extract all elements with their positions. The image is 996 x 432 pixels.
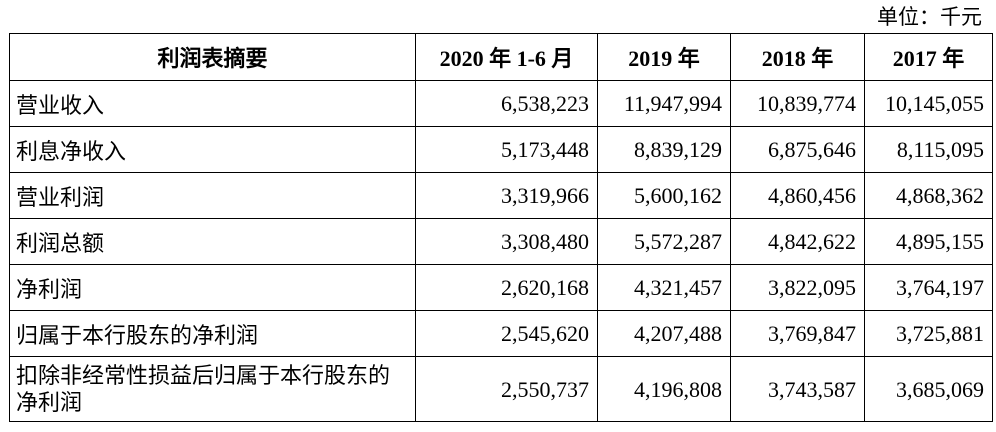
cell-value: 6,875,646	[730, 126, 865, 173]
table-row: 净利润 2,620,168 4,321,457 3,822,095 3,764,…	[9, 264, 993, 311]
cell-value: 4,207,488	[597, 310, 731, 357]
cell-value: 3,764,197	[864, 264, 993, 311]
cell-value: 8,115,095	[864, 126, 993, 173]
cell-value: 4,868,362	[864, 172, 993, 219]
row-label: 营业利润	[9, 172, 416, 219]
header-year-2017: 2017 年	[864, 33, 993, 81]
row-label: 净利润	[9, 264, 416, 311]
cell-value: 2,550,737	[415, 356, 598, 422]
header-year-2018: 2018 年	[730, 33, 865, 81]
cell-value: 2,545,620	[415, 310, 598, 357]
cell-value: 3,685,069	[864, 356, 993, 422]
table-row: 营业利润 3,319,966 5,600,162 4,860,456 4,868…	[9, 172, 993, 219]
cell-value: 11,947,994	[597, 80, 731, 127]
cell-value: 2,620,168	[415, 264, 598, 311]
cell-value: 10,145,055	[864, 80, 993, 127]
table-row: 扣除非经常性损益后归属于本行股东的净利润 2,550,737 4,196,808…	[9, 356, 993, 422]
cell-value: 4,895,155	[864, 218, 993, 265]
cell-value: 8,839,129	[597, 126, 731, 173]
cell-value: 3,319,966	[415, 172, 598, 219]
row-label: 利润总额	[9, 218, 416, 265]
header-year-2019: 2019 年	[597, 33, 731, 81]
cell-value: 4,860,456	[730, 172, 865, 219]
row-label: 利息净收入	[9, 126, 416, 173]
row-label: 归属于本行股东的净利润	[9, 310, 416, 357]
table-row: 归属于本行股东的净利润 2,545,620 4,207,488 3,769,84…	[9, 310, 993, 357]
cell-value: 10,839,774	[730, 80, 865, 127]
cell-value: 5,173,448	[415, 126, 598, 173]
unit-label: 单位：千元	[877, 5, 982, 29]
cell-value: 6,538,223	[415, 80, 598, 127]
table-row: 营业收入 6,538,223 11,947,994 10,839,774 10,…	[9, 80, 993, 127]
cell-value: 3,308,480	[415, 218, 598, 265]
table-row: 利润总额 3,308,480 5,572,287 4,842,622 4,895…	[9, 218, 993, 265]
cell-value: 5,572,287	[597, 218, 731, 265]
cell-value: 3,769,847	[730, 310, 865, 357]
cell-value: 4,196,808	[597, 356, 731, 422]
cell-value: 4,321,457	[597, 264, 731, 311]
table-header-row: 利润表摘要 2020 年 1-6 月 2019 年 2018 年 2017 年	[9, 33, 993, 81]
table-row: 利息净收入 5,173,448 8,839,129 6,875,646 8,11…	[9, 126, 993, 173]
cell-value: 5,600,162	[597, 172, 731, 219]
header-period-2020h1: 2020 年 1-6 月	[415, 33, 598, 81]
cell-value: 4,842,622	[730, 218, 865, 265]
cell-value: 3,743,587	[730, 356, 865, 422]
row-label: 扣除非经常性损益后归属于本行股东的净利润	[9, 356, 416, 422]
row-label: 营业收入	[9, 80, 416, 127]
income-statement-table: 利润表摘要 2020 年 1-6 月 2019 年 2018 年 2017 年 …	[9, 33, 993, 422]
header-item: 利润表摘要	[9, 33, 416, 81]
cell-value: 3,822,095	[730, 264, 865, 311]
cell-value: 3,725,881	[864, 310, 993, 357]
